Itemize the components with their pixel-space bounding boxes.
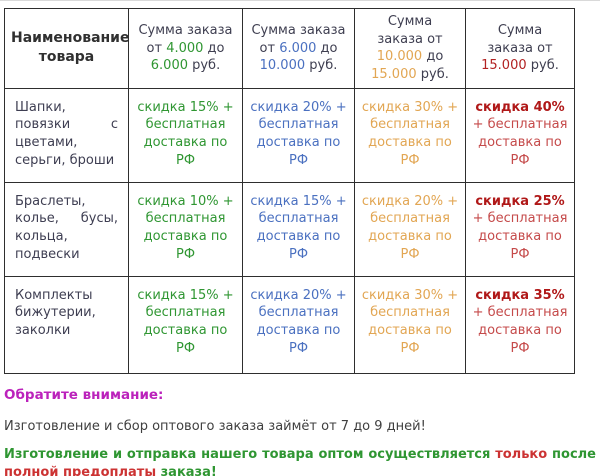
- offer-cell-top-discount: скидка 40% + бесплатная доставка по РФ: [465, 87, 575, 183]
- offer-cell: скидка 20% + бесплатная доставка по РФ: [242, 87, 355, 183]
- prepayment-text: заказа!: [156, 465, 217, 476]
- offer-cell-top-discount: скидка 25% + бесплатная доставка по РФ: [465, 181, 575, 277]
- header-amount: 15.000: [481, 58, 527, 74]
- header-sum-text: руб.: [416, 67, 449, 83]
- product-name-cell: Комплекты бижутерии, заколки: [4, 275, 129, 374]
- header-sum-tier-3: Сумма заказа от 10.000 до 15.000 руб.: [354, 8, 466, 89]
- header-sum-text: руб.: [187, 58, 221, 74]
- product-name-cell: Шапки, повязки с цветами, серьги, броши: [4, 87, 129, 183]
- offer-cell-top-discount: скидка 35% + бесплатная доставка по РФ: [465, 275, 575, 374]
- discount-highlight: скидка 40%: [475, 99, 565, 115]
- header-amount: 15.000: [371, 67, 417, 83]
- table-row: Браслеты, колье, бусы, кольца, подвески …: [4, 181, 575, 277]
- prepayment-text: Изготовление и отправка нашего товара оп…: [4, 446, 496, 462]
- offer-rest-text: + бесплатная доставка по РФ: [472, 305, 568, 356]
- header-amount: 10.000: [376, 49, 423, 65]
- offer-cell: скидка 20% + бесплатная доставка по РФ: [242, 275, 355, 374]
- prepayment-note: Изготовление и отправка нашего товара оп…: [4, 446, 596, 476]
- header-sum-text: Сумма заказа от: [487, 22, 553, 56]
- product-name-cell: Браслеты, колье, бусы, кольца, подвески: [4, 181, 129, 277]
- offer-rest-text: + бесплатная доставка по РФ: [472, 117, 568, 168]
- header-sum-text: руб.: [305, 58, 338, 74]
- top-divider: [0, 0, 600, 1]
- header-amount: 4.000: [166, 40, 204, 56]
- production-time-note: Изготовление и сбор оптового заказа займ…: [4, 418, 426, 434]
- header-amount: 10.000: [259, 58, 306, 74]
- offer-cell: скидка 15% + бесплатная доставка по РФ: [128, 275, 243, 374]
- prepayment-emphasis: полной предоплаты: [4, 465, 157, 476]
- offer-cell: скидка 20% + бесплатная доставка по РФ: [354, 181, 466, 277]
- header-product-name: Наименование товара: [4, 8, 130, 89]
- header-sum-text: до: [316, 40, 338, 56]
- offer-rest-text: + бесплатная доставка по РФ: [472, 211, 568, 262]
- table-header-row: Наименование товара Сумма заказа от 4.00…: [4, 8, 575, 89]
- offer-cell: скидка 15% + бесплатная доставка по РФ: [242, 181, 355, 277]
- table-row: Шапки, повязки с цветами, серьги, броши …: [4, 87, 575, 183]
- table-row: Комплекты бижутерии, заколки скидка 15% …: [4, 275, 575, 374]
- header-sum-text: до: [422, 49, 444, 65]
- header-sum-text: руб.: [526, 58, 559, 74]
- wholesale-discounts-table: Наименование товара Сумма заказа от 4.00…: [4, 8, 575, 374]
- header-sum-text: до: [203, 40, 225, 56]
- discount-highlight: скидка 25%: [475, 193, 565, 209]
- header-sum-text: Сумма заказа от: [138, 22, 233, 56]
- offer-cell: скидка 30% + бесплатная доставка по РФ: [354, 87, 466, 183]
- header-sum-text: Сумма заказа от: [377, 14, 443, 47]
- prepayment-text: после: [547, 446, 596, 462]
- offer-cell: скидка 15% + бесплатная доставка по РФ: [128, 87, 243, 183]
- header-amount: 6.000: [150, 58, 188, 74]
- prepayment-emphasis: только: [495, 446, 548, 462]
- header-sum-tier-1: Сумма заказа от 4.000 до 6.000 руб.: [128, 8, 243, 89]
- discount-highlight: скидка 35%: [475, 287, 565, 303]
- header-amount: 6.000: [279, 40, 317, 56]
- offer-cell: скидка 30% + бесплатная доставка по РФ: [354, 275, 466, 374]
- attention-heading: Обратите внимание:: [4, 386, 164, 403]
- header-sum-text: Сумма заказа от: [251, 22, 346, 56]
- header-sum-tier-2: Сумма заказа от 6.000 до 10.000 руб.: [242, 8, 355, 89]
- header-sum-tier-4: Сумма заказа от 15.000 руб.: [465, 8, 575, 89]
- offer-cell: скидка 10% + бесплатная доставка по РФ: [128, 181, 243, 277]
